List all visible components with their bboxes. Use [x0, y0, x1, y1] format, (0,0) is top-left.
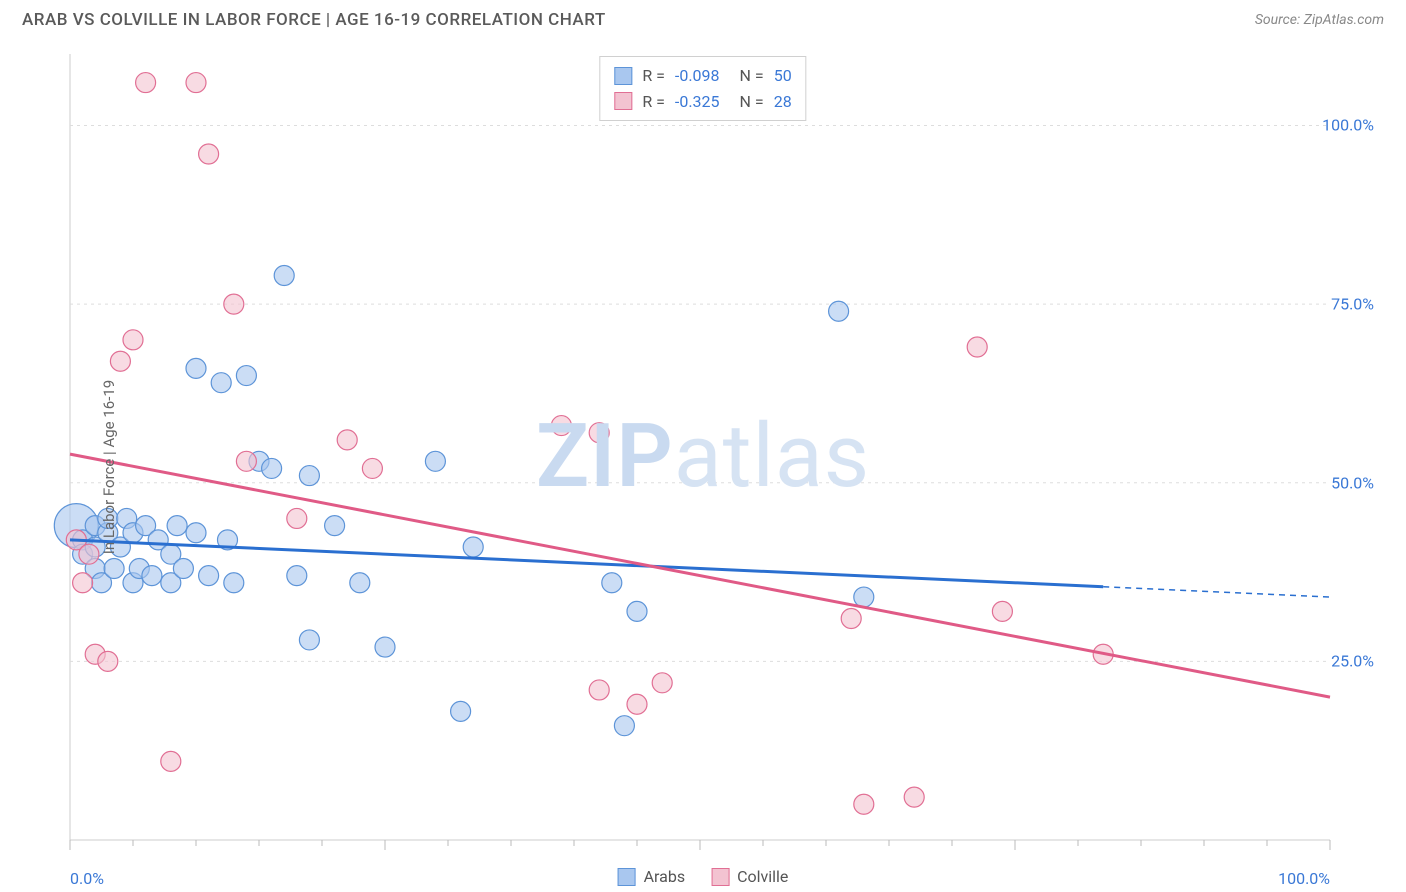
y-axis-label: In Labor Force | Age 16-19	[100, 380, 118, 554]
data-point	[589, 680, 609, 700]
data-point	[262, 458, 282, 478]
data-point	[186, 358, 206, 378]
legend-r-value: -0.325	[675, 89, 720, 115]
data-point	[841, 608, 861, 628]
data-point	[904, 787, 924, 807]
chart-container: In Labor Force | Age 16-19 ZIPatlas R =-…	[22, 44, 1384, 890]
x-tick-label: 0.0%	[70, 869, 104, 888]
data-point	[142, 566, 162, 586]
data-point	[161, 751, 181, 771]
data-point	[425, 451, 445, 471]
data-point	[211, 373, 231, 393]
data-point	[104, 558, 124, 578]
legend-series-label: Arabs	[644, 867, 686, 886]
data-point	[463, 537, 483, 557]
legend-swatch	[711, 868, 729, 886]
data-point	[299, 466, 319, 486]
data-point	[967, 337, 987, 357]
legend-r-label: R =	[642, 89, 665, 115]
legend-r-value: -0.098	[675, 63, 720, 89]
trend-line	[70, 454, 1330, 697]
legend-r-label: R =	[642, 63, 665, 89]
data-point	[350, 573, 370, 593]
data-point	[287, 508, 307, 528]
legend-swatch	[618, 868, 636, 886]
data-point	[167, 516, 187, 536]
data-point	[652, 673, 672, 693]
data-point	[199, 566, 219, 586]
y-tick-label: 50.0%	[1331, 473, 1374, 492]
trend-line-extrapolated	[1103, 587, 1330, 597]
data-point	[199, 144, 219, 164]
data-point	[299, 630, 319, 650]
data-point	[123, 330, 143, 350]
legend-series-item: Arabs	[618, 867, 686, 886]
legend-correlation-row: R = -0.098 N = 50	[614, 63, 791, 89]
x-tick-label: 100.0%	[1278, 869, 1330, 888]
data-point	[337, 430, 357, 450]
data-point	[224, 573, 244, 593]
y-tick-label: 25.0%	[1331, 652, 1374, 671]
data-point	[274, 266, 294, 286]
data-point	[73, 573, 93, 593]
chart-source: Source: ZipAtlas.com	[1255, 12, 1384, 28]
legend-swatch	[614, 92, 632, 110]
data-point	[829, 301, 849, 321]
data-point	[362, 458, 382, 478]
legend-correlation: R = -0.098 N = 50 R = -0.325 N = 28	[599, 56, 806, 121]
data-point	[79, 544, 99, 564]
data-point	[551, 416, 571, 436]
data-point	[224, 294, 244, 314]
data-point	[287, 566, 307, 586]
data-point	[236, 366, 256, 386]
legend-series: Arabs Colville	[618, 867, 789, 886]
chart-header: ARAB VS COLVILLE IN LABOR FORCE | AGE 16…	[0, 0, 1406, 38]
data-point	[325, 516, 345, 536]
data-point	[602, 573, 622, 593]
legend-series-item: Colville	[711, 867, 788, 886]
y-tick-label: 100.0%	[1322, 116, 1374, 135]
scatter-chart	[22, 44, 1384, 890]
legend-series-label: Colville	[737, 867, 788, 886]
data-point	[854, 587, 874, 607]
data-point	[451, 701, 471, 721]
data-point	[854, 794, 874, 814]
data-point	[186, 523, 206, 543]
data-point	[627, 694, 647, 714]
legend-swatch	[614, 67, 632, 85]
data-point	[375, 637, 395, 657]
data-point	[110, 351, 130, 371]
data-point	[173, 558, 193, 578]
legend-n-value: 50	[774, 63, 792, 89]
legend-n-value: 28	[774, 89, 792, 115]
data-point	[627, 601, 647, 621]
data-point	[236, 451, 256, 471]
chart-title: ARAB VS COLVILLE IN LABOR FORCE | AGE 16…	[22, 10, 606, 30]
data-point	[98, 651, 118, 671]
data-point	[186, 73, 206, 93]
data-point	[992, 601, 1012, 621]
data-point	[136, 73, 156, 93]
legend-n-label: N =	[740, 89, 764, 115]
legend-n-label: N =	[740, 63, 764, 89]
data-point	[614, 716, 634, 736]
y-tick-label: 75.0%	[1331, 295, 1374, 314]
legend-correlation-row: R = -0.325 N = 28	[614, 89, 791, 115]
data-point	[589, 423, 609, 443]
